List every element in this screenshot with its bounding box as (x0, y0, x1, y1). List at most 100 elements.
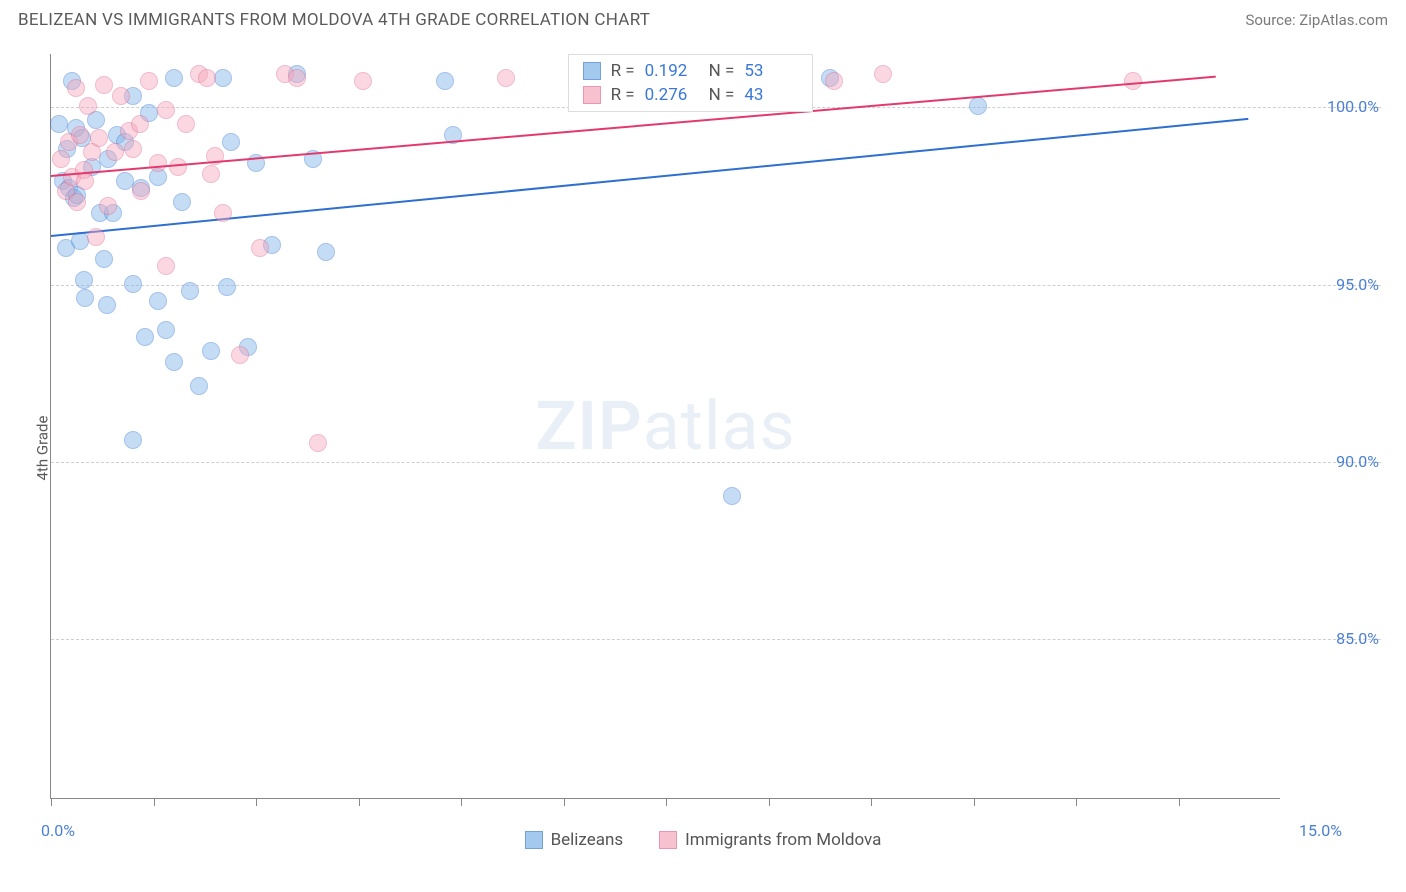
stats-row: R = 0.192 N = 53 (569, 59, 813, 83)
x-tick (461, 798, 462, 806)
watermark: ZIPatlas (535, 386, 795, 466)
data-point (124, 431, 142, 449)
data-point (309, 434, 327, 452)
data-point (969, 97, 987, 115)
data-point (218, 278, 236, 296)
legend-label: Immigrants from Moldova (685, 830, 881, 850)
y-tick-label: 85.0% (1299, 629, 1379, 648)
data-point (222, 133, 240, 151)
data-point (116, 172, 134, 190)
legend-swatch (525, 831, 543, 849)
legend-swatch (583, 62, 601, 80)
y-tick-label: 95.0% (1299, 275, 1379, 294)
n-value: 43 (744, 85, 798, 105)
x-tick (974, 798, 975, 806)
r-label: R = (611, 85, 635, 105)
data-point (198, 69, 216, 87)
data-point (106, 143, 124, 161)
data-point (79, 97, 97, 115)
x-tick (154, 798, 155, 806)
x-tick (1179, 798, 1180, 806)
x-tick (769, 798, 770, 806)
data-point (202, 342, 220, 360)
data-point (165, 353, 183, 371)
data-point (98, 296, 116, 314)
chart-area: 4th Grade ZIPatlas 100.0%95.0%90.0%85.0%… (0, 44, 1406, 852)
data-point (136, 328, 154, 346)
legend-label: Belizeans (551, 830, 624, 850)
n-label: N = (709, 85, 735, 105)
data-point (497, 69, 515, 87)
data-point (157, 321, 175, 339)
x-tick (564, 798, 565, 806)
data-point (87, 228, 105, 246)
data-point (67, 79, 85, 97)
data-point (124, 140, 142, 158)
n-value: 53 (744, 61, 798, 81)
data-point (157, 101, 175, 119)
data-point (177, 115, 195, 133)
x-tick (256, 798, 257, 806)
data-point (157, 257, 175, 275)
data-point (149, 292, 167, 310)
data-point (112, 87, 130, 105)
r-value: 0.192 (645, 61, 699, 81)
data-point (131, 115, 149, 133)
data-point (52, 150, 70, 168)
legend-swatch (659, 831, 677, 849)
x-tick (359, 798, 360, 806)
data-point (825, 72, 843, 90)
n-label: N = (709, 61, 735, 81)
data-point (723, 487, 741, 505)
data-point (149, 154, 167, 172)
r-label: R = (611, 61, 635, 81)
source-link[interactable]: Source: ZipAtlas.com (1245, 11, 1388, 29)
data-point (95, 250, 113, 268)
data-point (202, 165, 220, 183)
gridline (51, 639, 1381, 640)
data-point (99, 197, 117, 215)
stats-row: R = 0.276 N = 43 (569, 83, 813, 107)
data-point (90, 129, 108, 147)
data-point (132, 182, 150, 200)
chart-title: BELIZEAN VS IMMIGRANTS FROM MOLDOVA 4TH … (18, 10, 650, 30)
data-point (436, 72, 454, 90)
data-point (124, 275, 142, 293)
data-point (95, 76, 113, 94)
r-value: 0.276 (645, 85, 699, 105)
legend-swatch (583, 86, 601, 104)
gridline (51, 462, 1381, 463)
data-point (173, 193, 191, 211)
x-tick (51, 798, 52, 806)
bottom-legend: Belizeans Immigrants from Moldova (0, 830, 1406, 850)
legend-item: Belizeans (525, 830, 624, 850)
legend-item: Immigrants from Moldova (659, 830, 881, 850)
y-axis-label: 4th Grade (33, 416, 51, 481)
gridline (51, 285, 1381, 286)
data-point (288, 69, 306, 87)
data-point (140, 72, 158, 90)
data-point (251, 239, 269, 257)
x-tick (871, 798, 872, 806)
data-point (76, 289, 94, 307)
data-point (68, 193, 86, 211)
correlation-stats-box: R = 0.192 N = 53 R = 0.276 N = 43 (568, 54, 814, 112)
chart-header: BELIZEAN VS IMMIGRANTS FROM MOLDOVA 4TH … (0, 0, 1406, 36)
data-point (181, 282, 199, 300)
data-point (317, 243, 335, 261)
data-point (165, 69, 183, 87)
x-tick (666, 798, 667, 806)
data-point (50, 115, 68, 133)
data-point (71, 126, 89, 144)
data-point (190, 377, 208, 395)
plot-region: ZIPatlas 100.0%95.0%90.0%85.0%0.0%15.0%R… (50, 54, 1280, 799)
data-point (874, 65, 892, 83)
data-point (75, 271, 93, 289)
data-point (354, 72, 372, 90)
data-point (214, 204, 232, 222)
data-point (214, 69, 232, 87)
x-tick (1076, 798, 1077, 806)
y-tick-label: 100.0% (1299, 97, 1379, 116)
data-point (231, 346, 249, 364)
y-tick-label: 90.0% (1299, 452, 1379, 471)
